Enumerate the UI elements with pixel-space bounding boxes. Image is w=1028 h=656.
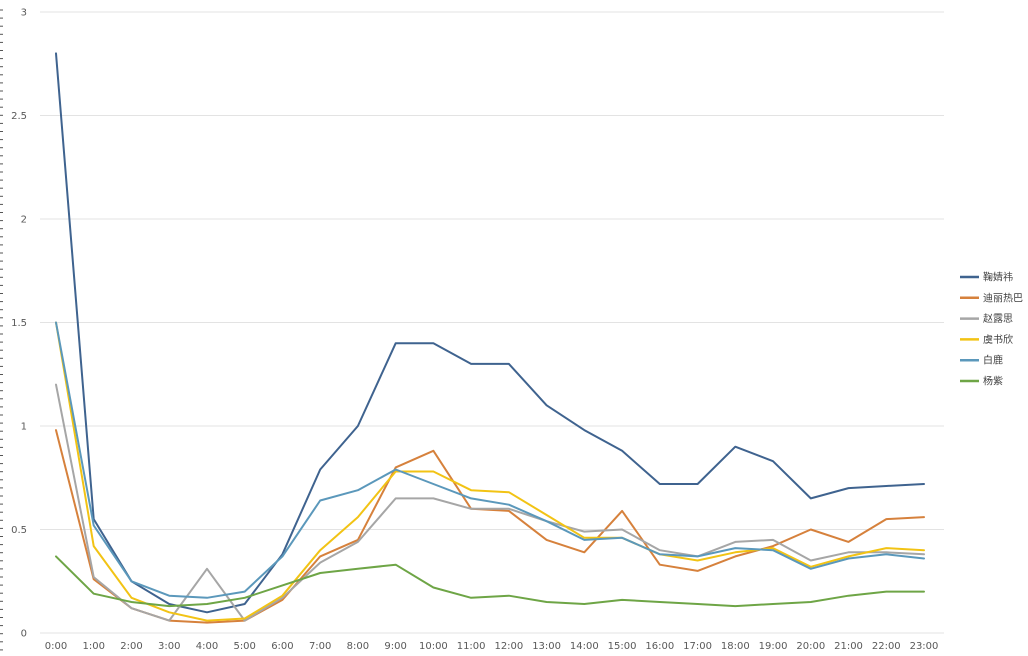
grid-lines [40,11,944,634]
y-tick-label: 2.5 [11,111,27,122]
legend-label: 虞书欣 [983,333,1013,346]
x-tick-label: 7:00 [309,641,331,652]
series-line-3 [55,321,925,622]
x-tick-label: 4:00 [196,641,218,652]
y-tick-label: 2 [21,215,27,226]
x-tick-label: 21:00 [834,641,863,652]
y-tick-label: 1 [21,422,27,433]
x-tick-label: 12:00 [494,641,523,652]
series-line-1 [55,429,925,624]
x-tick-label: 14:00 [570,641,599,652]
y-tick-label: 1.5 [11,318,27,329]
x-tick-label: 9:00 [384,641,406,652]
x-tick-label: 13:00 [532,641,561,652]
series-line-2 [55,383,925,622]
x-tick-label: 10:00 [419,641,448,652]
y-tick-label: 0 [21,629,27,640]
legend-label: 杨紫 [983,375,1003,388]
legend-label: 白鹿 [983,354,1003,367]
x-tick-label: 17:00 [683,641,712,652]
series-line-4 [55,321,925,599]
x-axis: 0:00 1:00 2:00 3:00 4:00 5:00 6:00 7:00 8:00 9:00… [45,641,939,652]
y-tick-label: 3 [21,8,27,19]
x-tick-label: 15:00 [608,641,637,652]
x-tick-label: 22:00 [872,641,901,652]
x-tick-label: 18:00 [721,641,750,652]
x-tick-label: 20:00 [796,641,825,652]
x-tick-label: 5:00 [233,641,255,652]
x-tick-label: 6:00 [271,641,293,652]
left-ruler-ticks [0,9,3,651]
x-tick-label: 16:00 [645,641,674,652]
series-lines [55,52,925,624]
x-tick-label: 19:00 [759,641,788,652]
y-axis: 0 0.5 1 1.5 2 2.5 3 [11,8,27,640]
x-tick-label: 8:00 [347,641,369,652]
x-tick-label: 23:00 [910,641,939,652]
x-tick-label: 3:00 [158,641,180,652]
series-line-0 [55,52,925,614]
series-line-5 [55,555,925,608]
x-tick-label: 2:00 [120,641,142,652]
legend-label: 赵露思 [983,312,1013,325]
x-tick-label: 0:00 [45,641,67,652]
x-tick-label: 1:00 [83,641,105,652]
x-tick-label: 11:00 [457,641,486,652]
legend-label: 迪丽热巴 [983,291,1023,304]
y-tick-label: 0.5 [11,525,27,536]
legend-label: 鞠婧祎 [983,271,1013,284]
